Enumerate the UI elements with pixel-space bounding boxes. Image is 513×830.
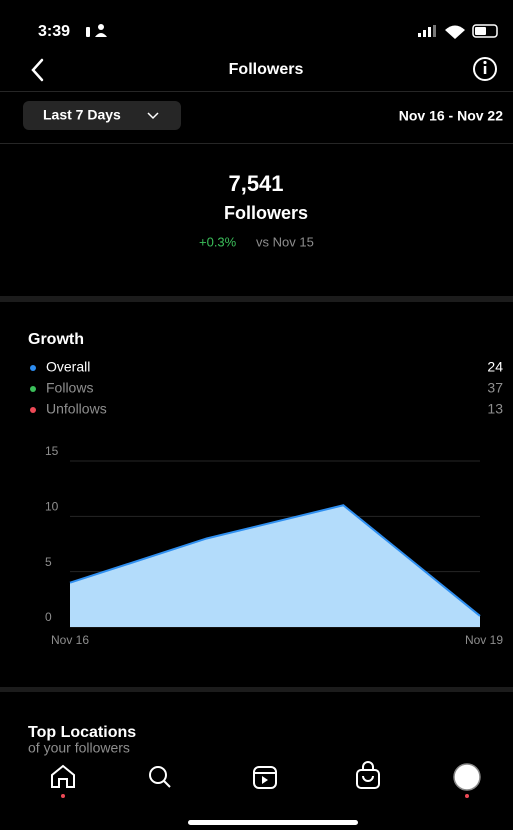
x-tick-label: Nov 19 [465,633,503,647]
legend-dot [30,407,36,413]
screen: 3:39 Followers Last 7 Days Nov 16 - Nov … [0,0,513,830]
date-range: Nov 16 - Nov 22 [399,108,503,124]
section-subtitle: of your followers [28,740,130,756]
divider [0,91,513,92]
follower-count: 7,541 [228,171,283,196]
legend-name: Unfollows [46,401,107,417]
follower-label: Followers [224,203,308,223]
section-title: Top Locations [28,724,136,741]
home-indicator [188,820,358,825]
x-tick-label: Nov 16 [51,633,89,647]
section-title: Growth [28,331,84,348]
comparison: vs Nov 15 [256,234,314,249]
nav-bar [0,757,513,830]
y-tick-label: 0 [45,610,52,624]
section-divider [0,296,513,302]
header-title: Followers [229,61,304,78]
legend-dot [30,386,36,392]
section-divider [0,687,513,692]
change: +0.3% [199,234,237,249]
legend-value: 37 [487,380,503,396]
legend-value: 24 [487,359,503,375]
legend-name: Follows [46,380,93,396]
status-time: 3:39 [38,23,70,40]
legend-name: Overall [46,359,90,375]
y-tick-label: 15 [45,444,59,458]
legend-dot [30,365,36,371]
range-label: Last 7 Days [43,107,121,123]
y-tick-label: 5 [45,555,52,569]
range-dropdown[interactable]: Last 7 Days [23,101,181,130]
page: { "status": {"time": "3:39"}, "header": … [0,0,513,830]
legend-value: 13 [487,401,503,417]
divider [0,143,513,144]
y-tick-label: 10 [45,500,59,514]
